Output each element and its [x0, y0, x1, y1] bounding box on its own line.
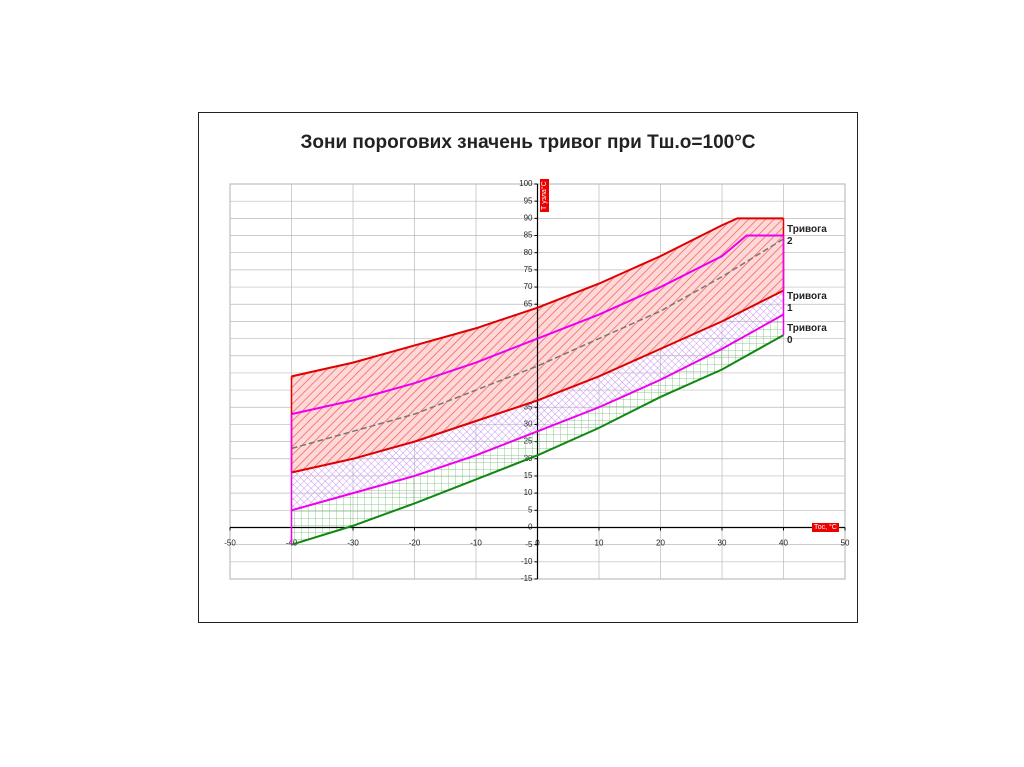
series-line — [291, 334, 784, 546]
y-tick-label: -10 — [521, 557, 533, 566]
zone-fill — [291, 314, 784, 545]
x-tick-label: 10 — [595, 539, 604, 548]
x-tick-label: -20 — [409, 539, 421, 548]
y-tick-label: 100 — [519, 179, 533, 188]
y-tick-label: 75 — [524, 265, 533, 274]
y-tick-label: 15 — [524, 471, 533, 480]
annotation: Тривога 1 — [787, 291, 827, 314]
x-tick-label: 50 — [841, 539, 850, 548]
y-tick-label: 70 — [524, 282, 533, 291]
y-tick-label: 5 — [528, 505, 533, 514]
y-tick-label: -5 — [525, 540, 533, 549]
y-axis-label: Т узла°С — [540, 179, 549, 212]
y-tick-label: 80 — [524, 248, 533, 257]
series-line — [291, 234, 784, 416]
annotation: Тривога 0 — [787, 323, 827, 346]
chart-frame — [198, 112, 858, 623]
series-line — [291, 238, 784, 450]
x-tick-label: -50 — [224, 539, 236, 548]
y-tick-label: 95 — [524, 196, 533, 205]
series-line — [291, 217, 784, 378]
y-tick-label: 10 — [524, 488, 533, 497]
series-line — [291, 289, 784, 474]
x-tick-label: 30 — [718, 539, 727, 548]
series-line — [291, 313, 784, 512]
y-tick-label: 65 — [524, 299, 533, 308]
x-axis-label: Тос, °С — [812, 523, 839, 532]
chart-title: Зони порогових значень тривог при Тш.о=1… — [300, 132, 755, 153]
x-tick-label: -10 — [470, 539, 482, 548]
y-tick-label: 90 — [524, 213, 533, 222]
x-tick-label: 20 — [656, 539, 665, 548]
annotation: Тривога 2 — [787, 224, 827, 247]
x-tick-label: 40 — [779, 539, 788, 548]
y-tick-label: 85 — [524, 231, 533, 240]
y-tick-label: -15 — [521, 574, 533, 583]
x-tick-label: -30 — [347, 539, 359, 548]
